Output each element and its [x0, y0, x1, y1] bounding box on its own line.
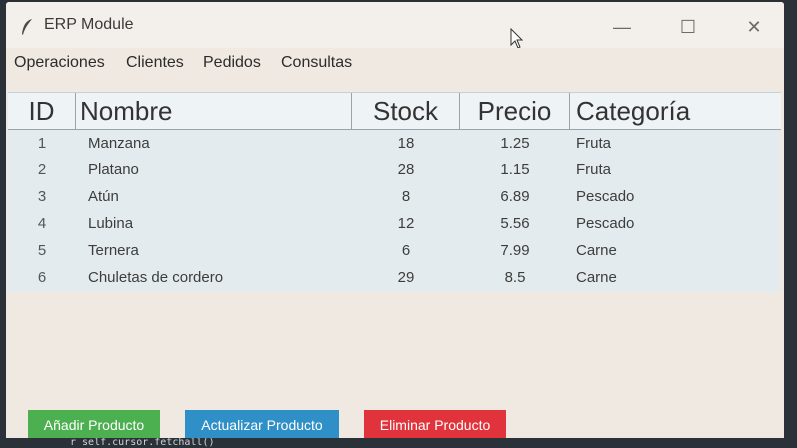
table-row[interactable]: 6 Chuletas de cordero 29 8.5 Carne: [8, 264, 781, 291]
menu-consultas[interactable]: Consultas: [281, 54, 353, 71]
cell-nombre: Ternera: [88, 242, 139, 259]
update-product-button[interactable]: Actualizar Producto: [185, 410, 339, 440]
app-window: ERP Module — ☐ ✕ Operaciones Clientes Pe…: [6, 2, 784, 442]
column-header-stock[interactable]: Stock: [352, 93, 460, 129]
delete-product-button[interactable]: Eliminar Producto: [364, 410, 506, 440]
column-header-categoria[interactable]: Categoría: [576, 96, 691, 126]
title-bar[interactable]: ERP Module — ☐ ✕: [6, 2, 784, 49]
maximize-button[interactable]: ☐: [679, 17, 697, 37]
cell-precio: 1.15: [500, 161, 530, 178]
cell-stock: 6: [401, 242, 411, 259]
mouse-pointer-icon: [510, 28, 524, 49]
table-row[interactable]: 5 Ternera 6 7.99 Carne: [8, 237, 781, 264]
cell-stock: 28: [397, 161, 415, 178]
cell-precio: 8.5: [504, 269, 526, 286]
table-row[interactable]: 3 Atún 8 6.89 Pescado: [8, 183, 781, 210]
cell-id: 6: [37, 269, 47, 286]
minimize-button[interactable]: —: [613, 17, 631, 37]
table-row[interactable]: 4 Lubina 12 5.56 Pescado: [8, 210, 781, 237]
cell-categoria: Carne: [576, 242, 617, 259]
cell-precio: 6.89: [500, 188, 530, 205]
menu-pedidos[interactable]: Pedidos: [203, 54, 261, 71]
cell-stock: 29: [397, 269, 415, 286]
column-header-precio[interactable]: Precio: [460, 93, 570, 129]
cell-categoria: Fruta: [576, 161, 612, 178]
table-header: ID Nombre Stock Precio Categoría: [8, 92, 781, 130]
cell-nombre: Lubina: [88, 215, 134, 232]
background-editor-right: [782, 0, 797, 448]
cell-stock: 8: [401, 188, 411, 205]
background-editor-left: [0, 0, 8, 448]
products-table: ID Nombre Stock Precio Categoría 1 Manza…: [8, 92, 781, 292]
column-header-id[interactable]: ID: [8, 93, 76, 129]
feather-icon: [22, 19, 32, 35]
cell-categoria: Pescado: [576, 188, 635, 205]
cell-nombre: Atún: [88, 188, 119, 205]
table-row[interactable]: 1 Manzana 18 1.25 Fruta: [8, 130, 781, 157]
cell-nombre: Manzana: [88, 135, 150, 152]
cell-id: 3: [37, 188, 47, 205]
table-row[interactable]: 2 Platano 28 1.15 Fruta: [8, 156, 781, 183]
cell-categoria: Carne: [576, 269, 617, 286]
cell-id: 1: [37, 135, 47, 152]
cell-categoria: Pescado: [576, 215, 635, 232]
cell-stock: 18: [397, 135, 415, 152]
menu-bar: Operaciones Clientes Pedidos Consultas: [6, 48, 784, 80]
menu-clientes[interactable]: Clientes: [126, 54, 184, 71]
background-code-line: r self.cursor.fetchall(): [0, 438, 797, 448]
add-product-button[interactable]: Añadir Producto: [28, 410, 160, 440]
cell-stock: 12: [397, 215, 415, 232]
cell-id: 5: [37, 242, 47, 259]
cell-precio: 5.56: [500, 215, 530, 232]
cell-id: 4: [37, 215, 47, 232]
cell-precio: 1.25: [500, 135, 530, 152]
cell-nombre: Chuletas de cordero: [88, 269, 224, 286]
column-header-nombre[interactable]: Nombre: [76, 93, 352, 129]
cell-categoria: Fruta: [576, 135, 612, 152]
cell-precio: 7.99: [500, 242, 530, 259]
menu-operaciones[interactable]: Operaciones: [14, 54, 105, 71]
close-button[interactable]: ✕: [746, 17, 762, 37]
cell-id: 2: [37, 161, 47, 178]
cell-nombre: Platano: [88, 161, 139, 178]
window-title: ERP Module: [44, 16, 134, 33]
